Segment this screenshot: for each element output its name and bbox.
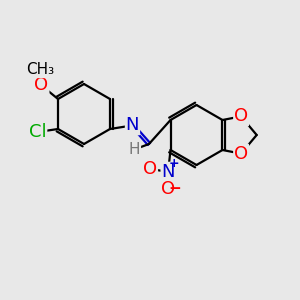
Text: O: O (143, 160, 157, 178)
Text: CH₃: CH₃ (26, 62, 54, 77)
Text: H: H (129, 142, 140, 157)
Text: O: O (234, 107, 248, 125)
Text: +: + (169, 157, 179, 170)
Text: Cl: Cl (29, 123, 46, 141)
Text: −: − (168, 181, 181, 196)
Text: O: O (161, 180, 175, 198)
Text: O: O (34, 76, 49, 94)
Text: N: N (161, 163, 175, 181)
Text: N: N (126, 116, 139, 134)
Text: O: O (234, 145, 248, 163)
